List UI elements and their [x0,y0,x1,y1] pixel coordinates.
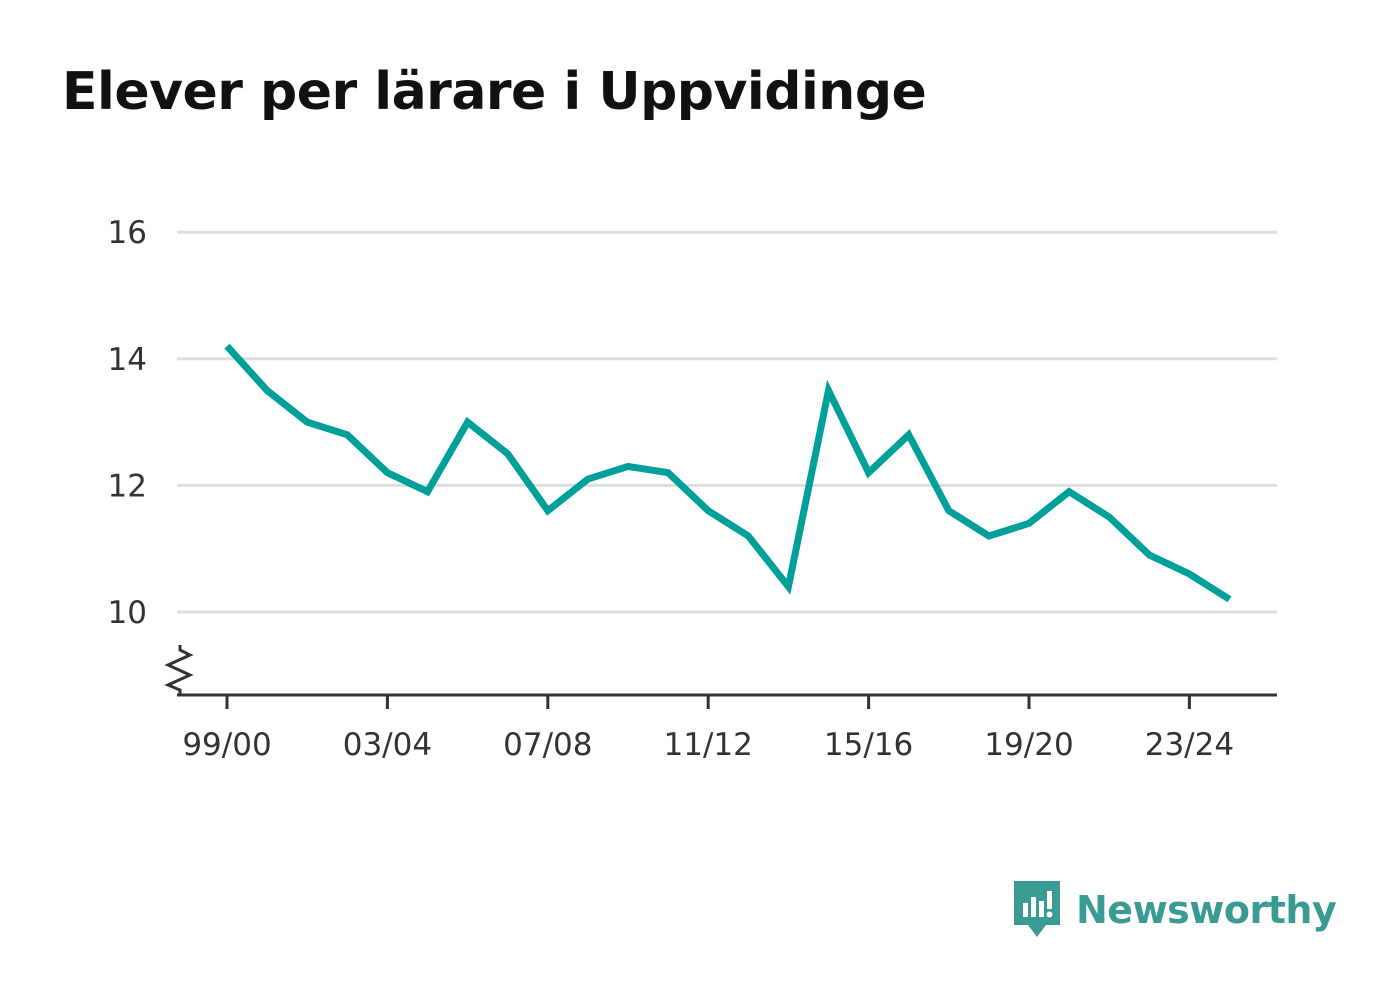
x-tick-label: 99/00 [182,727,271,763]
y-tick-label: 12 [108,468,147,504]
line-chart: 10 12 14 16 99/00 03/04 07/08 11/12 15/16 19/20 23… [108,215,1277,763]
x-tick-label: 07/08 [503,727,592,763]
axis-break-icon [164,645,194,695]
newsworthy-logo-icon [1014,881,1060,937]
x-tick-label: 19/20 [984,727,1073,763]
x-tick-label: 23/24 [1145,727,1234,763]
y-tick-label: 16 [108,215,147,251]
chart-title: Elever per lärare i Uppvidinge [62,62,927,122]
x-tick-label: 03/04 [343,727,432,763]
x-tick-label: 11/12 [664,727,753,763]
y-tick-label: 14 [108,342,147,378]
brand-name: Newsworthy [1076,888,1337,932]
y-tick-label: 10 [108,595,147,631]
x-tick-label: 15/16 [824,727,913,763]
series-line [224,343,1232,603]
brand-logo: Newsworthy [1012,878,1337,942]
